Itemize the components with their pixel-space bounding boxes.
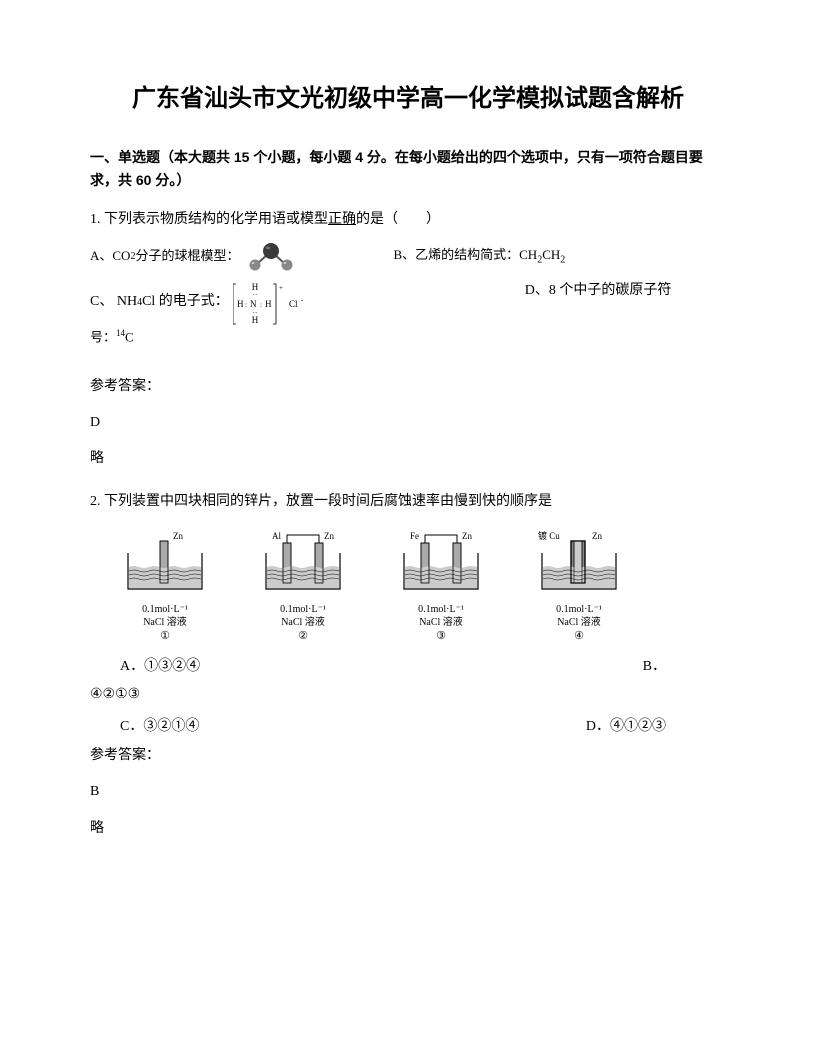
sol-line2: NaCl 溶液: [142, 616, 188, 629]
sol-line1: 0.1mol·L⁻¹: [142, 603, 188, 616]
svg-text:Al: Al: [272, 531, 281, 541]
q1-answer-label: 参考答案：: [90, 376, 726, 398]
sol-line2: NaCl 溶液: [556, 616, 602, 629]
beaker-4-svg: 镀 Cu Zn: [524, 531, 634, 601]
beaker-2-caption: 0.1mol·L⁻¹ NaCl 溶液 ②: [280, 603, 326, 643]
q1-option-c: C、 NH4Cl 的电子式： H ·· H : N : H ·· H + Cl …: [90, 280, 325, 326]
q1-brief: 略: [90, 448, 726, 470]
svg-text:Zn: Zn: [324, 531, 334, 541]
q1-c-prefix: C、 NH: [90, 291, 137, 313]
q1-d-iso-sup: 14: [116, 328, 125, 338]
q1-options-cd: C、 NH4Cl 的电子式： H ·· H : N : H ·· H + Cl …: [90, 280, 726, 326]
beaker-4-num: ④: [556, 629, 602, 643]
sol-line1: 0.1mol·L⁻¹: [280, 603, 326, 616]
q1-option-a: A、CO2 分子的球棍模型：: [90, 242, 303, 272]
q2-choice-b-cont: ④②①③: [90, 684, 726, 706]
q1-prefix: 1. 下列表示物质结构的化学用语或模型: [90, 212, 328, 227]
beaker-4: 镀 Cu Zn 0.1mol·L⁻¹ NaCl 溶液 ④: [524, 531, 634, 643]
q2-choice-b: B．: [643, 656, 726, 678]
q1-suffix: 的是（ ）: [356, 212, 440, 227]
question-2: 2. 下列装置中四块相同的锌片，放置一段时间后腐蚀速率由慢到快的顺序是 Zn 0…: [90, 491, 726, 840]
svg-text:··: ··: [252, 291, 257, 299]
q1-b-prefix: B、乙烯的结构简式：CH: [393, 247, 537, 262]
svg-text::: :: [260, 301, 262, 309]
q1-b-mid: CH: [542, 247, 560, 262]
q1-option-b: B、乙烯的结构简式：CH2CH2: [393, 245, 565, 269]
svg-text:Zn: Zn: [462, 531, 472, 541]
svg-text:H: H: [237, 299, 244, 309]
q1-d-iso: C: [125, 329, 134, 344]
section-header: 一、单选题（本大题共 15 个小题，每小题 4 分。在每小题给出的四个选项中，只…: [90, 146, 726, 191]
beaker-4-caption: 0.1mol·L⁻¹ NaCl 溶液 ④: [556, 603, 602, 643]
beaker-3-svg: Fe Zn: [386, 531, 496, 601]
question-1: 1. 下列表示物质结构的化学用语或模型正确的是（ ） A、CO2 分子的球棍模型…: [90, 209, 726, 471]
q1-c-mid: Cl 的电子式：: [142, 291, 229, 313]
beaker-1: Zn 0.1mol·L⁻¹ NaCl 溶液 ①: [110, 531, 220, 643]
q1-answer: D: [90, 412, 726, 434]
q2-answer: B: [90, 781, 726, 803]
sol-line1: 0.1mol·L⁻¹: [418, 603, 464, 616]
q1-a-prefix: A、CO: [90, 246, 130, 267]
q1-b-sub2: 2: [560, 254, 565, 265]
beaker-3-caption: 0.1mol·L⁻¹ NaCl 溶液 ③: [418, 603, 464, 643]
q2-choices-ab: A．①③②④ B．: [90, 656, 726, 678]
q2-brief: 略: [90, 818, 726, 840]
svg-text:H: H: [265, 299, 272, 309]
q1-underlined: 正确: [328, 212, 356, 227]
q2-choices-cd: C．③②①④ D．④①②③: [90, 716, 726, 738]
q1-option-d: D、8 个中子的碳原子符: [525, 280, 672, 302]
beaker-2: Al Zn 0.1mol·L⁻¹ NaCl 溶液 ②: [248, 531, 358, 643]
svg-text::: :: [245, 301, 247, 309]
beakers-row: Zn 0.1mol·L⁻¹ NaCl 溶液 ① Al Zn: [110, 531, 726, 643]
q2-choice-c: C．③②①④: [90, 716, 199, 738]
q1-prompt: 1. 下列表示物质结构的化学用语或模型正确的是（ ）: [90, 209, 726, 231]
q2-prompt: 2. 下列装置中四块相同的锌片，放置一段时间后腐蚀速率由慢到快的顺序是: [90, 491, 726, 513]
molecule-icon: [243, 242, 299, 272]
svg-text:Zn: Zn: [592, 531, 602, 541]
q2-choice-a: A．①③②④: [90, 656, 200, 678]
sol-line1: 0.1mol·L⁻¹: [556, 603, 602, 616]
beaker-3: Fe Zn 0.1mol·L⁻¹ NaCl 溶液 ③: [386, 531, 496, 643]
beaker-1-caption: 0.1mol·L⁻¹ NaCl 溶液 ①: [142, 603, 188, 643]
q1-d-cont-label: 号：: [90, 329, 116, 344]
svg-text:镀 Cu: 镀 Cu: [538, 531, 560, 541]
svg-text:H: H: [252, 315, 259, 325]
electron-formula-icon: H ·· H : N : H ·· H + Cl -: [233, 280, 321, 326]
beaker-3-num: ③: [418, 629, 464, 643]
q2-answer-label: 参考答案：: [90, 745, 726, 767]
sol-line2: NaCl 溶液: [280, 616, 326, 629]
svg-text:+: +: [279, 284, 283, 292]
svg-text:N: N: [250, 299, 257, 309]
svg-text:Fe: Fe: [410, 531, 419, 541]
sol-line2: NaCl 溶液: [418, 616, 464, 629]
q2-choice-d: D．④①②③: [586, 716, 726, 738]
beaker-1-svg: Zn: [110, 531, 220, 601]
beaker-2-svg: Al Zn: [248, 531, 358, 601]
beaker-1-num: ①: [142, 629, 188, 643]
svg-text:Cl: Cl: [289, 299, 298, 309]
q1-a-suffix: 分子的球棍模型：: [135, 246, 239, 267]
svg-text:Zn: Zn: [173, 531, 183, 541]
beaker-2-num: ②: [280, 629, 326, 643]
q1-options-ab: A、CO2 分子的球棍模型： B、乙烯的结构简式：CH2CH2: [90, 242, 726, 272]
page-title: 广东省汕头市文光初级中学高一化学模拟试题含解析: [90, 80, 726, 118]
q1-d-cont: 号：14C: [90, 326, 726, 348]
svg-text:-: -: [301, 296, 304, 304]
